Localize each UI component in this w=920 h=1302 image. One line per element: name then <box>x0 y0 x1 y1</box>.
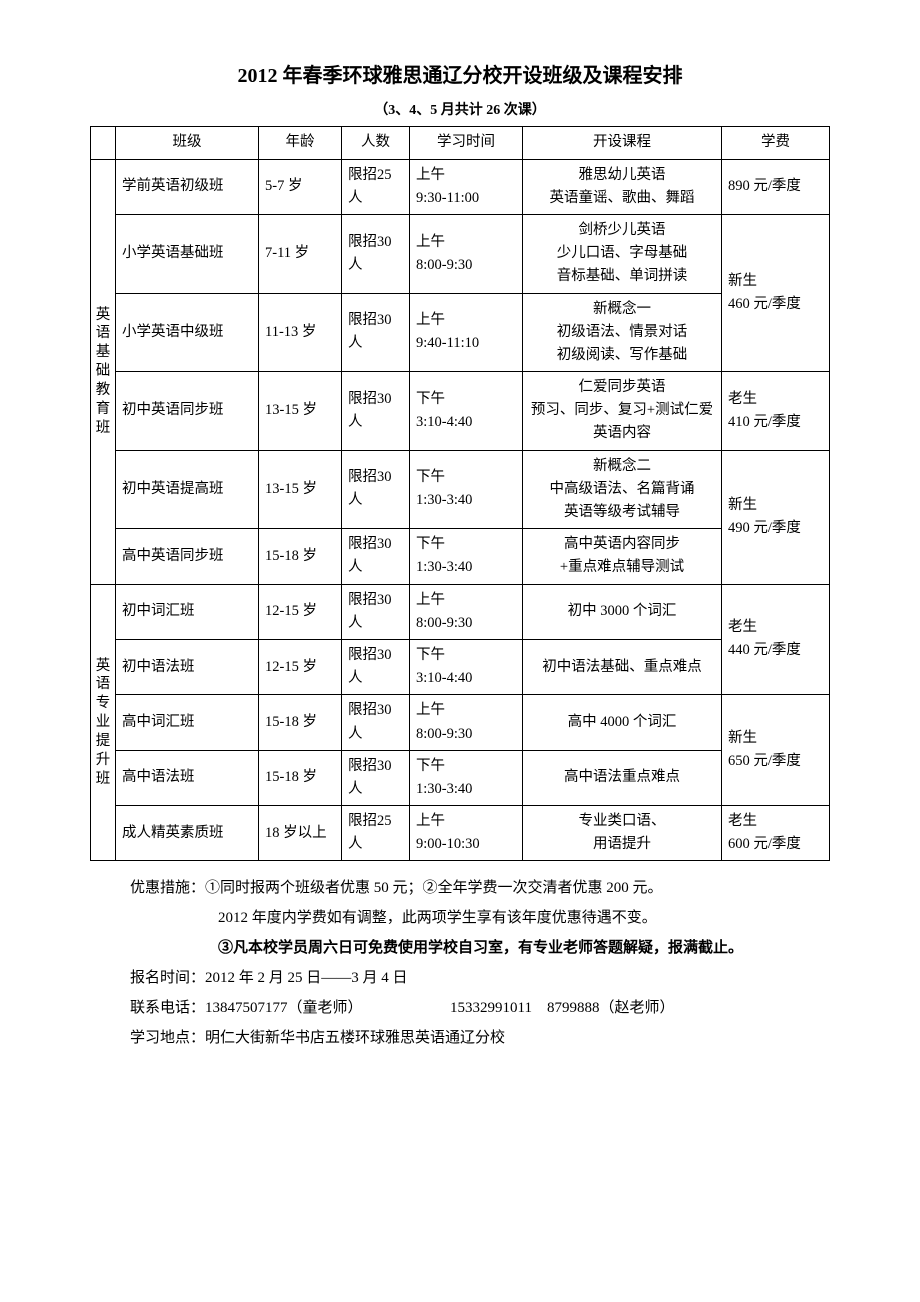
table-row: 小学英语基础班 7-11 岁 限招30 人 上午8:00-9:30 剑桥少儿英语… <box>91 214 830 293</box>
note-location: 学习地点：明仁大街新华书店五楼环球雅思英语通辽分校 <box>130 1023 830 1053</box>
cell-time: 上午9:30-11:00 <box>410 159 523 214</box>
cell-time: 下午3:10-4:40 <box>410 372 523 451</box>
header-class: 班级 <box>116 127 259 159</box>
table-row: 成人精英素质班 18 岁以上 限招25 人 上午9:00-10:30 专业类口语… <box>91 806 830 861</box>
cell-time: 下午1:30-3:40 <box>410 750 523 805</box>
contact-phone-1: 联系电话：13847507177（童老师） <box>130 993 450 1023</box>
header-age: 年龄 <box>259 127 342 159</box>
cell-time: 下午1:30-3:40 <box>410 450 523 529</box>
note-registration: 报名时间：2012 年 2 月 25 日——3 月 4 日 <box>130 963 830 993</box>
table-row: 初中语法班 12-15 岁 限招30 人 下午3:10-4:40 初中语法基础、… <box>91 639 830 694</box>
cell-age: 12-15 岁 <box>259 584 342 639</box>
cell-fee: 890 元/季度 <box>722 159 830 214</box>
note-contact: 联系电话：13847507177（童老师） 15332991011 879988… <box>130 993 830 1023</box>
header-time: 学习时间 <box>410 127 523 159</box>
cell-course: 新概念一初级语法、情景对话初级阅读、写作基础 <box>523 293 722 372</box>
cell-age: 18 岁以上 <box>259 806 342 861</box>
cell-time: 上午8:00-9:30 <box>410 695 523 750</box>
cell-fee: 新生490 元/季度 <box>722 450 830 584</box>
cell-time: 下午3:10-4:40 <box>410 639 523 694</box>
cell-course: 高中英语内容同步+重点难点辅导测试 <box>523 529 722 584</box>
note-discount: 优惠措施：①同时报两个班级者优惠 50 元；②全年学费一次交清者优惠 200 元… <box>130 873 830 903</box>
cell-num: 限招30 人 <box>342 584 410 639</box>
contact-phone-2: 15332991011 8799888（赵老师） <box>450 993 674 1023</box>
cell-course: 高中 4000 个词汇 <box>523 695 722 750</box>
cell-num: 限招30 人 <box>342 214 410 293</box>
cell-num: 限招30 人 <box>342 293 410 372</box>
cell-fee: 老生440 元/季度 <box>722 584 830 695</box>
cell-num: 限招25 人 <box>342 806 410 861</box>
cell-num: 限招30 人 <box>342 372 410 451</box>
cell-course: 初中 3000 个词汇 <box>523 584 722 639</box>
header-fee: 学费 <box>722 127 830 159</box>
cell-course: 仁爱同步英语预习、同步、复习+测试仁爱英语内容 <box>523 372 722 451</box>
cell-age: 15-18 岁 <box>259 529 342 584</box>
cell-age: 7-11 岁 <box>259 214 342 293</box>
cell-course: 剑桥少儿英语少儿口语、字母基础音标基础、单词拼读 <box>523 214 722 293</box>
cell-num: 限招30 人 <box>342 639 410 694</box>
table-row: 小学英语中级班 11-13 岁 限招30 人 上午9:40-11:10 新概念一… <box>91 293 830 372</box>
page-subtitle: （3、4、5 月共计 26 次课） <box>90 100 830 122</box>
cell-time: 上午8:00-9:30 <box>410 214 523 293</box>
header-num: 人数 <box>342 127 410 159</box>
cell-class: 成人精英素质班 <box>116 806 259 861</box>
table-row: 英语基础教育班 学前英语初级班 5-7 岁 限招25 人 上午9:30-11:0… <box>91 159 830 214</box>
cell-course: 新概念二中高级语法、名篇背诵英语等级考试辅导 <box>523 450 722 529</box>
cell-age: 5-7 岁 <box>259 159 342 214</box>
cell-age: 11-13 岁 <box>259 293 342 372</box>
cell-num: 限招30 人 <box>342 695 410 750</box>
cell-class: 初中词汇班 <box>116 584 259 639</box>
table-row: 高中语法班 15-18 岁 限招30 人 下午1:30-3:40 高中语法重点难… <box>91 750 830 805</box>
table-row: 英语专业提升班 初中词汇班 12-15 岁 限招30 人 上午8:00-9:30… <box>91 584 830 639</box>
cell-class: 初中英语提高班 <box>116 450 259 529</box>
cell-class: 高中语法班 <box>116 750 259 805</box>
header-blank <box>91 127 116 159</box>
cell-num: 限招30 人 <box>342 450 410 529</box>
cell-course: 初中语法基础、重点难点 <box>523 639 722 694</box>
cell-fee: 新生460 元/季度 <box>722 214 830 371</box>
page-title: 2012 年春季环球雅思通辽分校开设班级及课程安排 <box>90 60 830 92</box>
cell-course: 专业类口语、用语提升 <box>523 806 722 861</box>
cell-class: 高中词汇班 <box>116 695 259 750</box>
cell-age: 15-18 岁 <box>259 750 342 805</box>
cell-age: 12-15 岁 <box>259 639 342 694</box>
cell-fee: 老生600 元/季度 <box>722 806 830 861</box>
cell-class: 高中英语同步班 <box>116 529 259 584</box>
table-row: 初中英语提高班 13-15 岁 限招30 人 下午1:30-3:40 新概念二中… <box>91 450 830 529</box>
table-header-row: 班级 年龄 人数 学习时间 开设课程 学费 <box>91 127 830 159</box>
cell-fee: 新生650 元/季度 <box>722 695 830 806</box>
cell-class: 小学英语中级班 <box>116 293 259 372</box>
cell-time: 上午9:00-10:30 <box>410 806 523 861</box>
cell-num: 限招30 人 <box>342 529 410 584</box>
schedule-table: 班级 年龄 人数 学习时间 开设课程 学费 英语基础教育班 学前英语初级班 5-… <box>90 126 830 861</box>
cell-time: 上午9:40-11:10 <box>410 293 523 372</box>
table-row: 高中英语同步班 15-18 岁 限招30 人 下午1:30-3:40 高中英语内… <box>91 529 830 584</box>
cell-course: 高中语法重点难点 <box>523 750 722 805</box>
category-cell-basic: 英语基础教育班 <box>91 159 116 584</box>
table-row: 初中英语同步班 13-15 岁 限招30 人 下午3:10-4:40 仁爱同步英… <box>91 372 830 451</box>
cell-age: 15-18 岁 <box>259 695 342 750</box>
cell-age: 13-15 岁 <box>259 372 342 451</box>
cell-class: 学前英语初级班 <box>116 159 259 214</box>
category-cell-pro: 英语专业提升班 <box>91 584 116 861</box>
cell-num: 限招30 人 <box>342 750 410 805</box>
cell-time: 下午1:30-3:40 <box>410 529 523 584</box>
header-course: 开设课程 <box>523 127 722 159</box>
cell-class: 初中语法班 <box>116 639 259 694</box>
cell-class: 小学英语基础班 <box>116 214 259 293</box>
cell-class: 初中英语同步班 <box>116 372 259 451</box>
cell-age: 13-15 岁 <box>259 450 342 529</box>
table-row: 高中词汇班 15-18 岁 限招30 人 上午8:00-9:30 高中 4000… <box>91 695 830 750</box>
notes-section: 优惠措施：①同时报两个班级者优惠 50 元；②全年学费一次交清者优惠 200 元… <box>90 873 830 1053</box>
cell-time: 上午8:00-9:30 <box>410 584 523 639</box>
note-studyroom: ③凡本校学员周六日可免费使用学校自习室，有专业老师答题解疑，报满截止。 <box>130 933 830 963</box>
note-adjust: 2012 年度内学费如有调整，此两项学生享有该年度优惠待遇不变。 <box>130 903 830 933</box>
cell-num: 限招25 人 <box>342 159 410 214</box>
cell-course: 雅思幼儿英语英语童谣、歌曲、舞蹈 <box>523 159 722 214</box>
cell-fee: 老生410 元/季度 <box>722 372 830 451</box>
